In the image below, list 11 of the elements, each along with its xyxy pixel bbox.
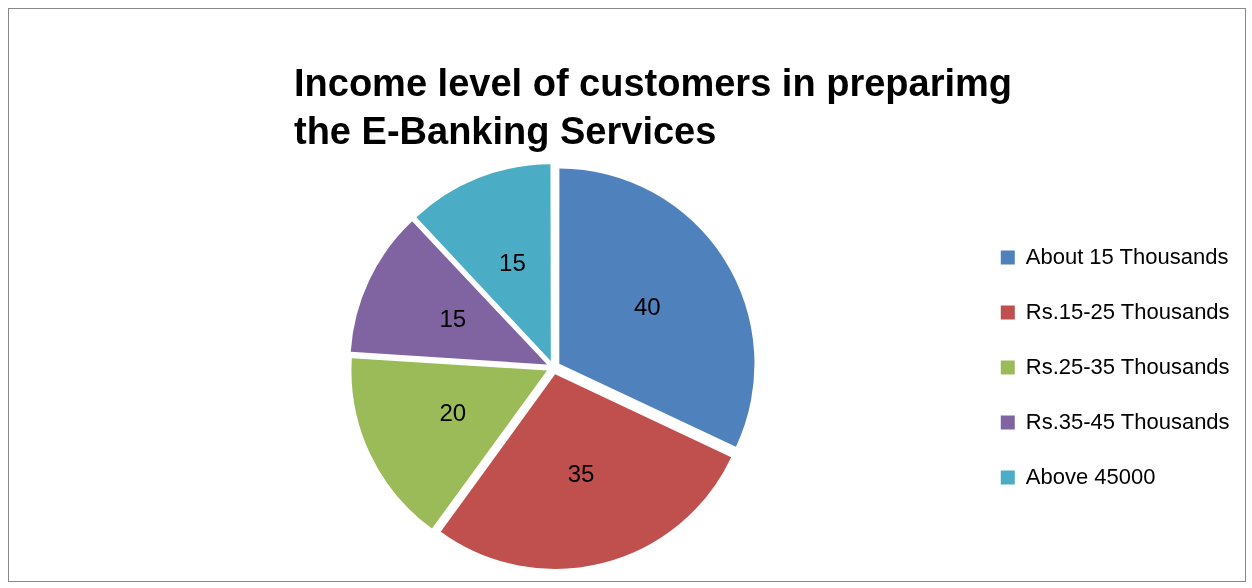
data-label: 40 [633,292,661,320]
data-label: 15 [499,248,526,276]
data-label: 15 [439,304,467,332]
data-label: 35 [567,459,595,487]
chart-title: Income level of customers in preparimg the E-Banking Services [294,61,1013,154]
data-label: 20 [439,399,467,427]
legend-label: Rs.25-35 Thousands [1025,353,1230,379]
legend-label: Rs.15-25 Thousands [1025,298,1230,324]
legend-label: Above 45000 [1025,463,1156,489]
legend-label: About 15 Thousands [1025,243,1229,269]
legend-label: Rs.35-45 Thousands [1025,408,1230,434]
